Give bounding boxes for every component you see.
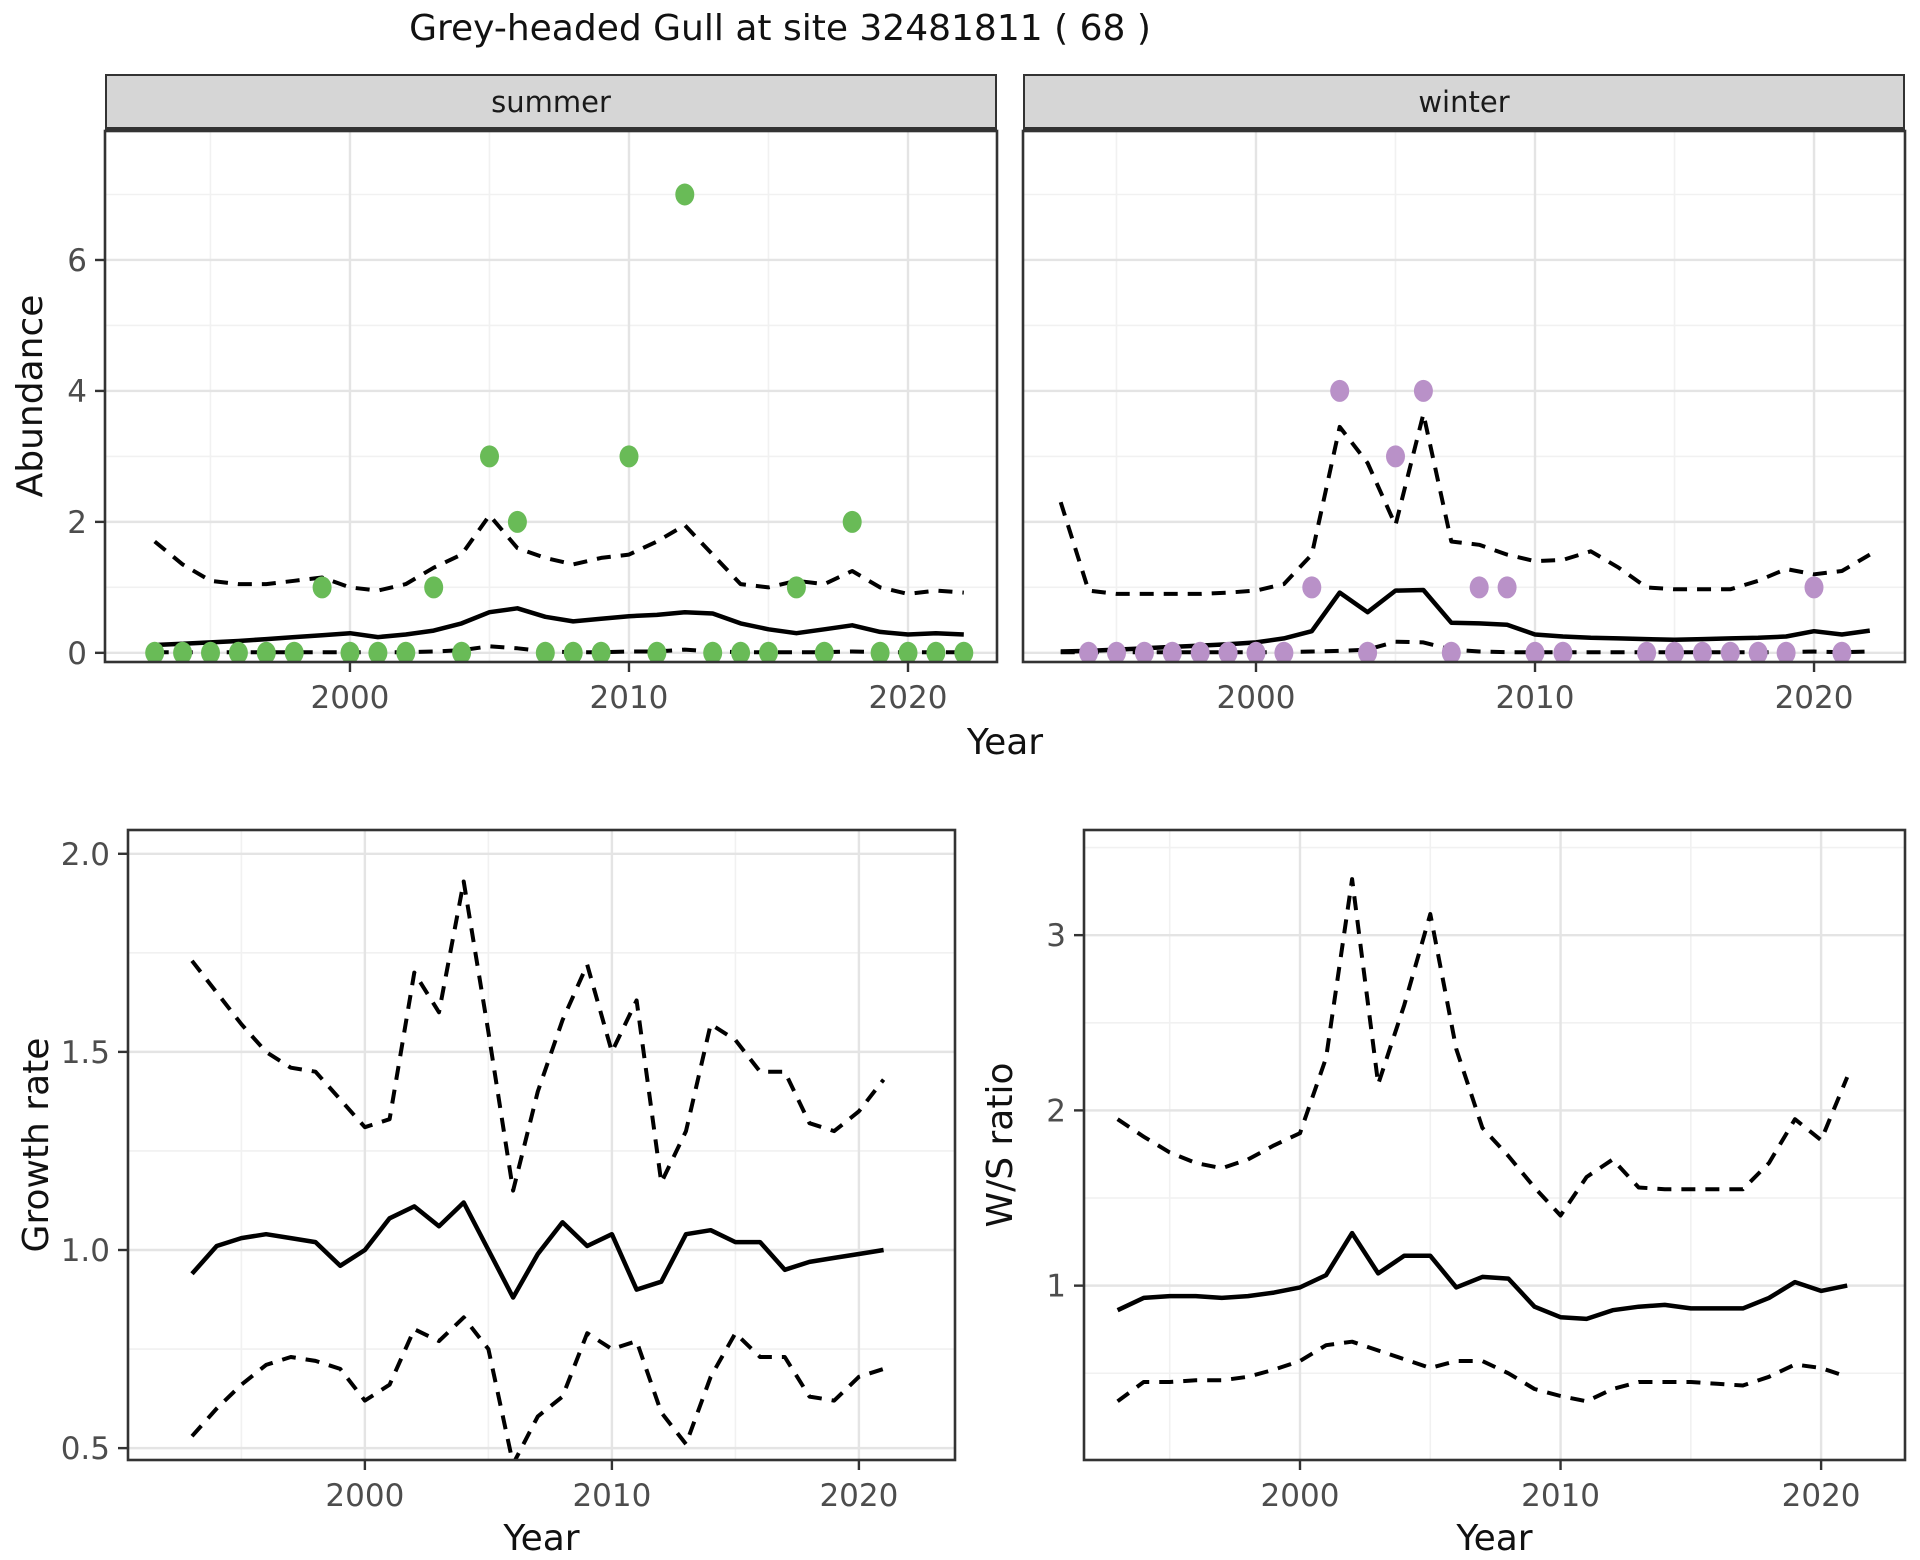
svg-text:1.5: 1.5	[61, 1035, 110, 1071]
svg-text:4: 4	[67, 374, 87, 410]
facet-strip-winter-label: winter	[1418, 84, 1510, 119]
facet-strip-winter: winter	[1023, 74, 1905, 131]
svg-text:2020: 2020	[1775, 680, 1854, 716]
svg-text:2020: 2020	[1782, 1478, 1861, 1514]
x-axis-title-ws-ratio: Year	[1456, 1518, 1533, 1559]
svg-text:2010: 2010	[1521, 1478, 1600, 1514]
panel-abundance-winter: 2000 2010 2020	[1021, 129, 1907, 716]
svg-text:2000: 2000	[1217, 680, 1296, 716]
panel-abundance-summer: 2000 2010 2020 0 2 4 6	[67, 129, 999, 716]
x-axis-title-growth-rate: Year	[503, 1518, 580, 1559]
svg-text:2.0: 2.0	[61, 837, 110, 873]
svg-text:0: 0	[67, 636, 87, 672]
svg-text:1: 1	[1046, 1269, 1066, 1305]
svg-text:2010: 2010	[572, 1478, 651, 1514]
svg-text:2010: 2010	[590, 680, 669, 716]
svg-text:2: 2	[67, 505, 87, 541]
svg-text:2000: 2000	[311, 680, 390, 716]
panel-growth-rate: 2000 2010 2020 0.5 1.0 1.5 2.0	[61, 828, 957, 1514]
facet-strip-summer-label: summer	[491, 84, 611, 119]
chart-title: Grey-headed Gull at site 32481811 ( 68 )	[409, 8, 1151, 49]
facet-strip-summer: summer	[105, 74, 997, 131]
svg-text:2010: 2010	[1496, 680, 1575, 716]
svg-text:0.5: 0.5	[61, 1431, 110, 1467]
x-axis-title-top: Year	[966, 722, 1044, 763]
svg-text:2000: 2000	[1261, 1478, 1340, 1514]
svg-text:2020: 2020	[869, 680, 948, 716]
svg-text:2020: 2020	[819, 1478, 898, 1514]
panel-ws-ratio: 2000 2010 2020 1 2 3	[1046, 828, 1907, 1514]
svg-text:2000: 2000	[325, 1478, 404, 1514]
svg-text:3: 3	[1046, 918, 1066, 954]
svg-text:1.0: 1.0	[61, 1233, 110, 1269]
svg-text:2: 2	[1046, 1093, 1066, 1129]
svg-text:6: 6	[67, 243, 87, 279]
